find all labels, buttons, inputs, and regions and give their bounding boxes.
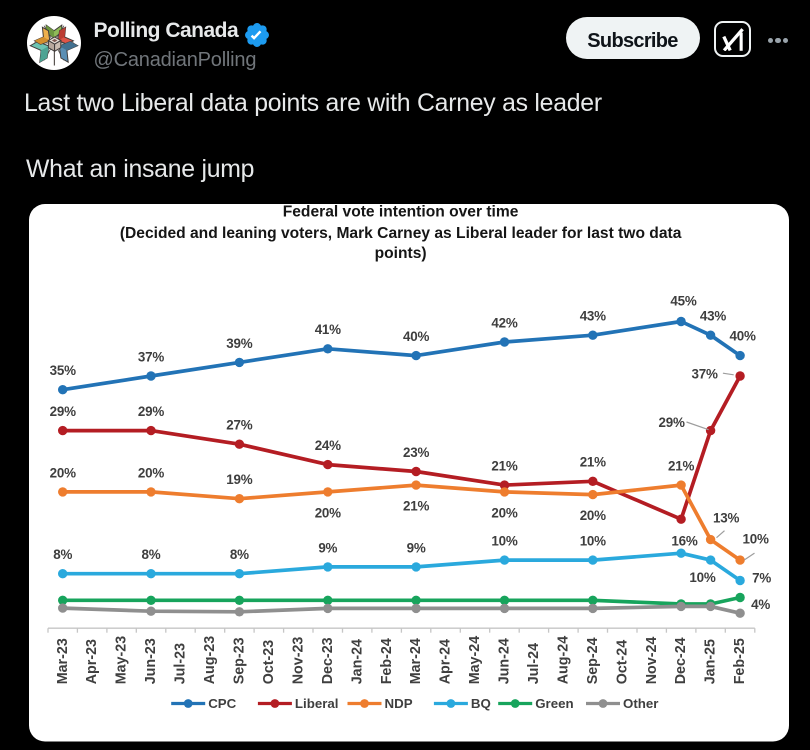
svg-text:Other: Other: [623, 696, 658, 711]
svg-text:40%: 40%: [403, 329, 429, 344]
svg-text:9%: 9%: [319, 541, 338, 556]
svg-text:May-23: May-23: [114, 636, 130, 685]
svg-text:10%: 10%: [690, 570, 716, 585]
svg-text:40%: 40%: [730, 329, 756, 344]
svg-text:21%: 21%: [668, 459, 694, 474]
svg-text:points): points): [375, 245, 427, 262]
svg-text:29%: 29%: [659, 415, 685, 430]
svg-text:Apr-23: Apr-23: [85, 639, 101, 684]
svg-text:May-24: May-24: [467, 636, 483, 685]
svg-text:8%: 8%: [230, 547, 249, 562]
svg-text:20%: 20%: [315, 506, 341, 521]
svg-text:20%: 20%: [492, 506, 518, 521]
svg-text:CPC: CPC: [209, 696, 237, 711]
svg-text:Aug-24: Aug-24: [556, 636, 572, 685]
svg-text:Nov-23: Nov-23: [291, 637, 307, 685]
svg-text:Oct-24: Oct-24: [615, 640, 631, 685]
svg-text:8%: 8%: [142, 547, 161, 562]
svg-text:13%: 13%: [713, 511, 739, 526]
svg-text:Dec-24: Dec-24: [674, 638, 690, 685]
svg-text:21%: 21%: [580, 455, 606, 470]
svg-text:9%: 9%: [407, 541, 426, 556]
svg-text:41%: 41%: [315, 322, 341, 337]
svg-text:16%: 16%: [672, 534, 698, 549]
svg-text:29%: 29%: [138, 404, 164, 419]
svg-text:4%: 4%: [752, 597, 771, 612]
svg-text:Mar-23: Mar-23: [55, 638, 71, 684]
svg-text:Apr-24: Apr-24: [438, 639, 454, 684]
svg-text:37%: 37%: [138, 350, 164, 365]
svg-text:37%: 37%: [692, 367, 718, 382]
svg-text:Federal vote intention over ti: Federal vote intention over time: [283, 204, 519, 221]
svg-text:20%: 20%: [50, 466, 76, 481]
svg-text:Sep-24: Sep-24: [585, 638, 601, 685]
svg-text:Green: Green: [536, 696, 574, 711]
svg-text:NDP: NDP: [385, 696, 413, 711]
svg-text:Jun-24: Jun-24: [497, 638, 513, 684]
svg-text:35%: 35%: [50, 363, 76, 378]
svg-text:(Decided and leaning voters, M: (Decided and leaning voters, Mark Carney…: [120, 225, 682, 242]
svg-text:23%: 23%: [403, 445, 429, 460]
svg-text:21%: 21%: [403, 499, 429, 514]
svg-text:20%: 20%: [580, 508, 606, 523]
svg-text:Jul-23: Jul-23: [173, 643, 189, 684]
svg-text:10%: 10%: [492, 534, 518, 549]
svg-text:Aug-23: Aug-23: [202, 636, 218, 685]
svg-text:10%: 10%: [580, 534, 606, 549]
svg-text:Jul-24: Jul-24: [526, 643, 542, 684]
svg-text:21%: 21%: [492, 459, 518, 474]
svg-text:27%: 27%: [227, 418, 253, 433]
svg-text:10%: 10%: [743, 532, 769, 547]
svg-text:Feb-24: Feb-24: [379, 638, 395, 684]
svg-text:Jun-23: Jun-23: [143, 638, 159, 684]
svg-text:43%: 43%: [700, 309, 726, 324]
svg-text:Liberal: Liberal: [295, 696, 339, 711]
svg-text:8%: 8%: [54, 547, 73, 562]
svg-text:Sep-23: Sep-23: [232, 638, 248, 685]
svg-text:Nov-24: Nov-24: [644, 637, 660, 685]
svg-text:BQ: BQ: [471, 696, 491, 711]
svg-text:20%: 20%: [138, 466, 164, 481]
svg-text:19%: 19%: [227, 472, 253, 487]
svg-text:7%: 7%: [753, 571, 772, 586]
svg-text:24%: 24%: [315, 438, 341, 453]
svg-text:39%: 39%: [227, 336, 253, 351]
svg-text:29%: 29%: [50, 404, 76, 419]
svg-text:Dec-23: Dec-23: [320, 638, 336, 685]
svg-text:Oct-23: Oct-23: [261, 640, 277, 685]
svg-text:45%: 45%: [671, 294, 697, 309]
svg-text:Jan-25: Jan-25: [703, 639, 719, 684]
svg-text:43%: 43%: [580, 309, 606, 324]
svg-text:Jan-24: Jan-24: [350, 639, 366, 684]
svg-text:42%: 42%: [492, 316, 518, 331]
svg-text:Feb-25: Feb-25: [733, 638, 749, 684]
svg-text:Mar-24: Mar-24: [409, 638, 425, 684]
